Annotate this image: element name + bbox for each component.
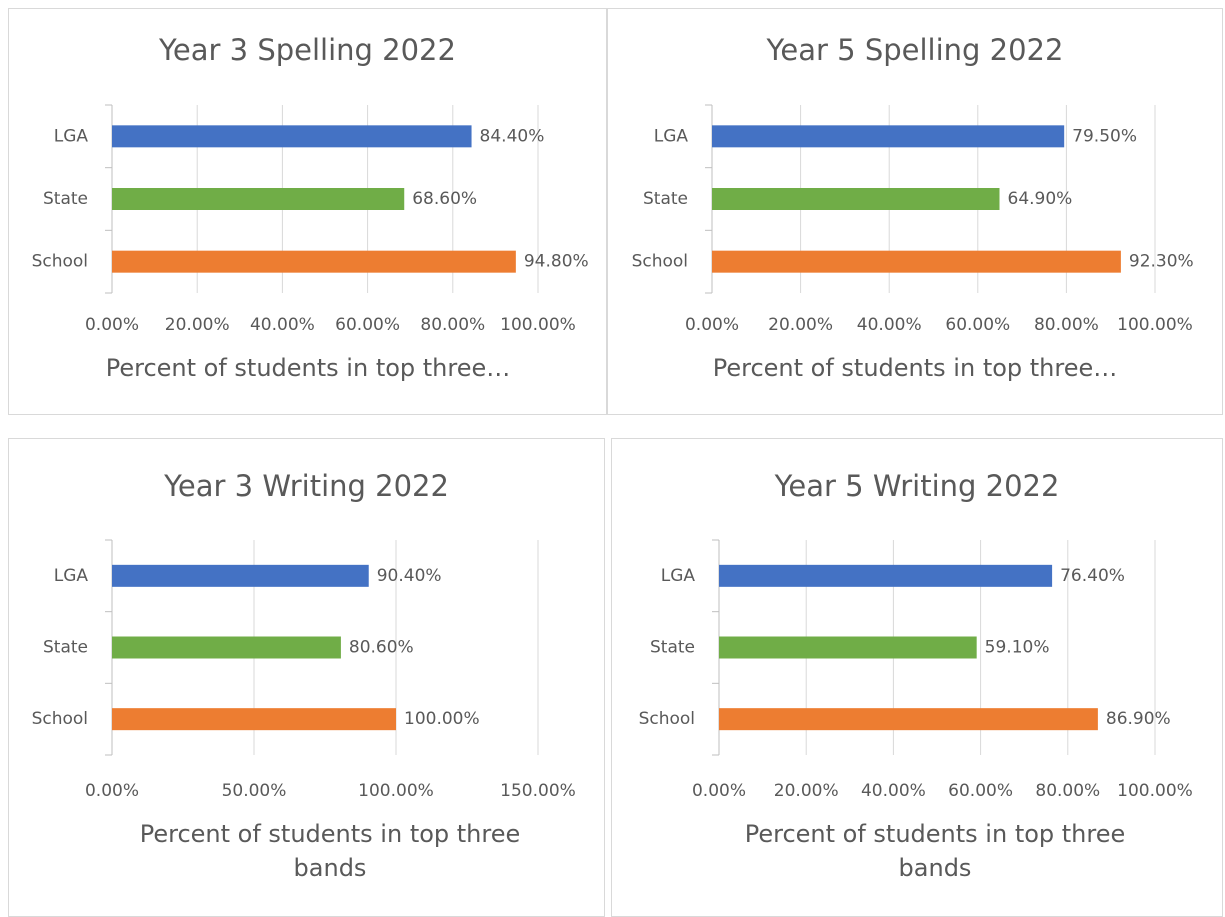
x-tick-label: 80.00%	[420, 315, 485, 335]
x-tick-label: 20.00%	[165, 315, 230, 335]
category-label: School	[32, 252, 88, 272]
category-label: State	[43, 189, 88, 209]
bar	[112, 564, 369, 587]
x-tick-label: 40.00%	[857, 315, 922, 335]
x-tick-label: 0.00%	[85, 315, 139, 335]
bar	[112, 636, 341, 659]
bar	[112, 250, 516, 273]
value-label: 59.10%	[985, 638, 1050, 658]
value-label: 76.40%	[1060, 566, 1125, 586]
chart-title: Year 3 Spelling 2022	[158, 33, 456, 67]
x-tick-label: 100.00%	[500, 315, 576, 335]
value-label: 84.40%	[480, 126, 545, 146]
category-label: LGA	[654, 126, 689, 146]
x-tick-label: 40.00%	[861, 781, 926, 801]
category-label: State	[43, 638, 88, 658]
value-label: 68.60%	[412, 189, 477, 209]
chart-title: Year 3 Writing 2022	[163, 469, 449, 503]
value-label: 80.60%	[349, 638, 414, 658]
value-label: 79.50%	[1072, 126, 1137, 146]
chart-title: Year 5 Spelling 2022	[766, 33, 1064, 67]
bar	[719, 564, 1053, 587]
x-tick-label: 80.00%	[1035, 781, 1100, 801]
x-tick-label: 20.00%	[774, 781, 839, 801]
bar	[719, 708, 1098, 731]
x-tick-label: 50.00%	[222, 781, 287, 801]
x-axis-title: Percent of students in top three…	[712, 354, 1118, 382]
x-tick-label: 60.00%	[335, 315, 400, 335]
bar	[712, 250, 1121, 273]
x-axis-title: Percent of students in top three bands	[139, 820, 521, 882]
panel	[607, 8, 1223, 415]
x-tick-label: 60.00%	[945, 315, 1010, 335]
panel	[8, 8, 607, 415]
value-label: 86.90%	[1106, 709, 1171, 729]
value-label: 90.40%	[377, 566, 442, 586]
x-tick-label: 60.00%	[948, 781, 1013, 801]
chart-title: Year 5 Writing 2022	[774, 469, 1060, 503]
x-tick-label: 0.00%	[85, 781, 139, 801]
value-label: 100.00%	[404, 709, 480, 729]
category-label: School	[32, 709, 88, 729]
value-label: 94.80%	[524, 252, 589, 272]
bar	[112, 708, 396, 731]
bar	[112, 188, 405, 210]
bar	[719, 636, 977, 659]
x-tick-label: 100.00%	[1117, 781, 1193, 801]
bar	[712, 188, 1000, 210]
x-tick-label: 100.00%	[358, 781, 434, 801]
x-tick-label: 100.00%	[1117, 315, 1193, 335]
value-label: 92.30%	[1129, 252, 1194, 272]
x-tick-label: 80.00%	[1034, 315, 1099, 335]
x-axis-title: Percent of students in top three…	[105, 354, 511, 382]
category-label: School	[632, 252, 688, 272]
x-tick-label: 0.00%	[685, 315, 739, 335]
x-tick-label: 40.00%	[250, 315, 315, 335]
bar	[112, 125, 472, 148]
x-tick-label: 20.00%	[768, 315, 833, 335]
category-label: LGA	[54, 126, 89, 146]
x-axis-title: Percent of students in top three bands	[744, 820, 1126, 882]
category-label: School	[639, 709, 695, 729]
category-label: State	[643, 189, 688, 209]
value-label: 64.90%	[1008, 189, 1073, 209]
category-label: LGA	[661, 566, 696, 586]
bar	[712, 125, 1065, 148]
x-tick-label: 150.00%	[500, 781, 576, 801]
x-tick-label: 0.00%	[692, 781, 746, 801]
category-label: State	[650, 638, 695, 658]
category-label: LGA	[54, 566, 89, 586]
